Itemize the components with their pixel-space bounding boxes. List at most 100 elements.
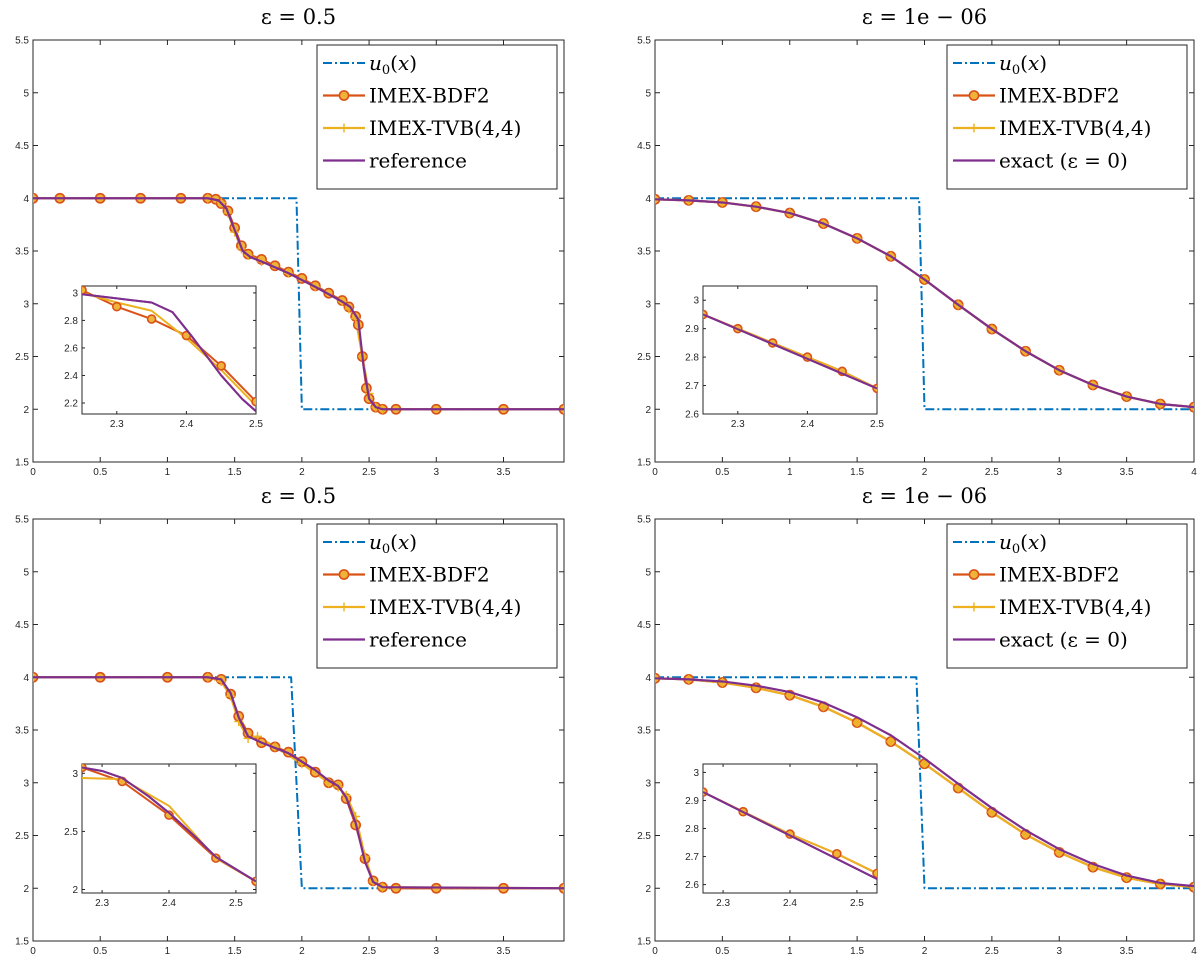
- legend-box: [316, 44, 558, 190]
- x-tick-label: 1: [787, 946, 793, 957]
- data-point: [818, 702, 828, 712]
- x-tick-label: 3.5: [497, 467, 511, 478]
- y-tick-label: 2: [23, 405, 29, 416]
- series-line-exact-0-: [703, 791, 877, 880]
- series-line-imex-tvb-4-4-: [655, 198, 1194, 409]
- y-tick-label: 5: [23, 88, 29, 99]
- y-tick-label: 3.5: [637, 726, 651, 737]
- series-line-imex-tvb-4-4-: [33, 676, 564, 890]
- legend-marker: [968, 569, 980, 580]
- y-tick-label: 5: [645, 567, 651, 578]
- inset-y-tick-label: 3: [693, 768, 699, 779]
- series-line-u0-x-: [33, 676, 564, 890]
- x-tick-label: 1.5: [850, 946, 864, 957]
- legend-label: u0(x): [369, 51, 417, 78]
- inset-x-tick-label: 2.4: [800, 419, 814, 430]
- x-tick-label: 1.5: [850, 467, 864, 478]
- y-tick-label: 4.5: [15, 620, 29, 631]
- data-point: [251, 396, 256, 407]
- legend: u0(x) IMEX-BDF2 IMEX-TVB(4,4) reference: [316, 523, 558, 669]
- y-tick-label: 4: [23, 194, 29, 205]
- legend-label: IMEX-BDF2: [999, 84, 1120, 108]
- legend-label: IMEX-TVB(4,4): [999, 595, 1151, 619]
- legend-marker: [338, 90, 350, 101]
- y-tick-label: 1.5: [15, 458, 29, 469]
- series-line-exact-0-: [703, 313, 877, 390]
- inset-axes-frame: [81, 763, 257, 894]
- legend-label: IMEX-BDF2: [369, 563, 490, 587]
- series-line-imex-bdf2: [655, 677, 1194, 889]
- legend-label: u0(x): [369, 530, 417, 557]
- x-tick-label: 2: [299, 946, 305, 957]
- y-tick-label: 2: [645, 405, 651, 416]
- legend-box: [316, 523, 558, 669]
- y-tick-label: 4: [645, 194, 651, 205]
- x-tick-label: 1.5: [228, 467, 242, 478]
- series-line-imex-bdf2: [82, 766, 256, 883]
- x-tick-label: 2.5: [985, 946, 999, 957]
- y-tick-label: 3.5: [637, 247, 651, 258]
- inset-y-tick-label: 3: [693, 296, 699, 307]
- series-line-imex-bdf2: [33, 676, 564, 890]
- x-tick-label: 0.5: [93, 946, 107, 957]
- data-point: [852, 718, 862, 728]
- inset-x-tick-label: 2.5: [850, 898, 864, 909]
- y-tick-label: 1.5: [637, 937, 651, 948]
- x-tick-label: 1.5: [228, 946, 242, 957]
- x-tick-label: 1: [165, 946, 171, 957]
- series-line-reference: [82, 766, 256, 883]
- y-tick-label: 5.5: [15, 36, 29, 47]
- x-tick-label: 2: [922, 946, 928, 957]
- series-line-reference: [82, 293, 256, 412]
- chart-panel-3: ε = 0.5 0 0.5 1 1.5 2 2.5 3 3.5 1.5 2 2.5 3 3.5 4 4.5 5 5…: [15, 484, 565, 957]
- legend-marker: [338, 569, 350, 580]
- y-tick-label: 3.5: [15, 247, 29, 258]
- inset-x-tick-label: 2.5: [229, 898, 243, 909]
- x-tick-label: 2.5: [985, 467, 999, 478]
- data-point: [920, 759, 929, 769]
- y-tick-label: 3: [645, 778, 651, 789]
- legend: u0(x) IMEX-BDF2 IMEX-TVB(4,4) exact (ε = 0): [946, 44, 1188, 190]
- series-line-exact-0-: [655, 677, 1194, 888]
- inset-y-tick-label: 2.4: [64, 371, 78, 382]
- series-line-imex-tvb-4-4-: [655, 677, 1194, 889]
- data-point: [872, 868, 877, 879]
- y-tick-label: 5: [23, 567, 29, 578]
- x-tick-label: 4: [1191, 467, 1197, 478]
- data-point: [1189, 882, 1194, 892]
- inset-axes-frame: [81, 285, 257, 415]
- inset-y-tick-label: 2.9: [685, 796, 699, 807]
- x-tick-label: 1: [787, 467, 793, 478]
- x-tick-label: 3.5: [497, 946, 511, 957]
- inset-zoom: 2.3 2.4 2.5 2.6 2.7 2.8 2.9 3: [685, 285, 884, 430]
- x-tick-label: 0: [30, 946, 36, 957]
- legend: u0(x) IMEX-BDF2 IMEX-TVB(4,4) exact (ε = 0): [946, 523, 1188, 669]
- series-line-reference: [82, 293, 256, 412]
- series-line-u0-x-: [655, 676, 1194, 890]
- series-line-reference: [82, 766, 256, 883]
- inset-y-tick-label: 2.9: [685, 324, 699, 335]
- y-tick-label: 4.5: [637, 620, 651, 631]
- inset-axes-frame: [702, 285, 878, 415]
- legend-label: exact (ε = 0): [999, 628, 1128, 652]
- inset-x-tick-label: 2.4: [162, 898, 176, 909]
- y-tick-label: 5.5: [15, 515, 29, 526]
- y-tick-label: 5.5: [637, 36, 651, 47]
- y-tick-label: 5: [645, 88, 651, 99]
- data-point: [146, 314, 157, 324]
- inset-x-tick-label: 2.5: [870, 419, 884, 430]
- legend-marker: [339, 602, 349, 612]
- series-line-imex-bdf2: [655, 198, 1194, 409]
- x-tick-label: 3: [434, 467, 440, 478]
- legend-label: u0(x): [999, 51, 1047, 78]
- inset-y-tick-label: 2.5: [64, 827, 78, 838]
- y-tick-label: 4.5: [637, 141, 651, 152]
- x-tick-label: 3.5: [1120, 946, 1134, 957]
- data-point: [832, 848, 842, 859]
- legend: u0(x) IMEX-BDF2 IMEX-TVB(4,4) reference: [316, 44, 558, 190]
- data-point: [252, 731, 262, 741]
- x-tick-label: 0: [30, 467, 36, 478]
- inset-y-tick-label: 2.8: [64, 316, 78, 327]
- legend-label: IMEX-TVB(4,4): [369, 116, 521, 140]
